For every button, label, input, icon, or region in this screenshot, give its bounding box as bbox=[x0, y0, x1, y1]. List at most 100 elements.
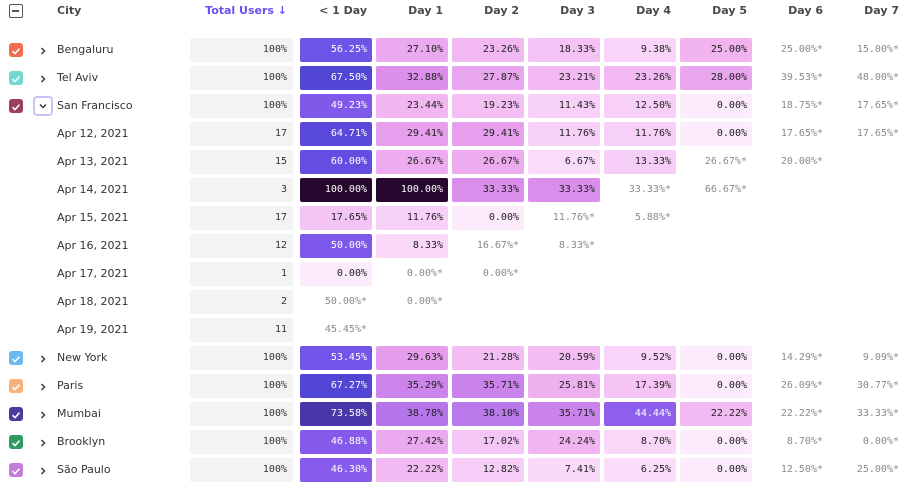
column-header[interactable]: Day 6 bbox=[788, 4, 823, 17]
row-checkbox[interactable] bbox=[9, 71, 23, 85]
retention-cell: 22.22% bbox=[376, 458, 448, 482]
retention-cell: 17.65%* bbox=[856, 128, 899, 139]
retention-cell: 17.39% bbox=[604, 374, 676, 398]
column-header[interactable]: < 1 Day bbox=[319, 4, 367, 17]
retention-cell: 33.33%* bbox=[628, 184, 671, 195]
select-all[interactable] bbox=[9, 4, 23, 18]
row-label: Apr 12, 2021 bbox=[57, 127, 129, 140]
column-header[interactable]: Day 2 bbox=[484, 4, 519, 17]
row-checkbox[interactable] bbox=[9, 351, 23, 365]
row-checkbox[interactable] bbox=[9, 43, 23, 57]
row-checkbox[interactable] bbox=[9, 463, 23, 477]
retention-cell: 38.10% bbox=[452, 402, 524, 426]
retention-cell: 0.00% bbox=[680, 458, 752, 482]
column-header[interactable]: Day 7 bbox=[864, 4, 899, 17]
retention-cell: 30.77%* bbox=[856, 380, 899, 391]
row-label: San Francisco bbox=[57, 99, 133, 112]
column-header[interactable]: Day 1 bbox=[408, 4, 443, 17]
retention-cell: 39.53%* bbox=[780, 72, 823, 83]
retention-cell: 0.00% bbox=[680, 430, 752, 454]
check-icon bbox=[11, 356, 21, 363]
retention-cell: 8.33%* bbox=[558, 240, 595, 251]
retention-cell: 25.00%* bbox=[856, 464, 899, 475]
expand-toggle[interactable] bbox=[36, 379, 50, 393]
retention-cell: 25.00%* bbox=[780, 44, 823, 55]
retention-cell: 22.22% bbox=[680, 402, 752, 426]
retention-cell: 73.58% bbox=[300, 402, 372, 426]
retention-cell: 46.30% bbox=[300, 458, 372, 482]
retention-cell: 12.50% bbox=[604, 94, 676, 118]
retention-cell: 26.67%* bbox=[704, 156, 747, 167]
total-users-cell: 2 bbox=[190, 290, 293, 314]
row-label: Paris bbox=[57, 379, 84, 392]
row-label: New York bbox=[57, 351, 108, 364]
row-label: Apr 14, 2021 bbox=[57, 183, 129, 196]
row-label: Apr 18, 2021 bbox=[57, 295, 129, 308]
expand-toggle[interactable] bbox=[36, 463, 50, 477]
retention-cell: 6.67% bbox=[528, 150, 600, 174]
retention-cell: 12.50%* bbox=[780, 464, 823, 475]
expand-toggle[interactable] bbox=[36, 43, 50, 57]
expand-toggle[interactable] bbox=[36, 351, 50, 365]
retention-cell: 0.00% bbox=[300, 262, 372, 286]
retention-cell: 100.00% bbox=[300, 178, 372, 202]
row-checkbox[interactable] bbox=[9, 99, 23, 113]
retention-cell: 25.81% bbox=[528, 374, 600, 398]
total-users-cell: 100% bbox=[190, 430, 293, 454]
column-header[interactable]: Day 5 bbox=[712, 4, 747, 17]
retention-cell: 16.67%* bbox=[476, 240, 519, 251]
row-checkbox[interactable] bbox=[9, 435, 23, 449]
retention-cell: 17.65% bbox=[300, 206, 372, 230]
retention-cell: 38.78% bbox=[376, 402, 448, 426]
row-label: Apr 13, 2021 bbox=[57, 155, 129, 168]
retention-cell: 0.00%* bbox=[406, 296, 443, 307]
retention-cell: 26.67% bbox=[452, 150, 524, 174]
total-users-cell: 100% bbox=[190, 346, 293, 370]
retention-cell: 5.88%* bbox=[634, 212, 671, 223]
retention-cell: 56.25% bbox=[300, 38, 372, 62]
retention-cell: 50.00% bbox=[300, 234, 372, 258]
row-checkbox[interactable] bbox=[9, 407, 23, 421]
retention-cell: 0.00% bbox=[680, 94, 752, 118]
column-header[interactable]: Day 4 bbox=[636, 4, 671, 17]
expand-toggle[interactable] bbox=[36, 407, 50, 421]
retention-cell: 35.71% bbox=[452, 374, 524, 398]
retention-cell: 11.76%* bbox=[552, 212, 595, 223]
row-checkbox[interactable] bbox=[9, 379, 23, 393]
check-icon bbox=[11, 412, 21, 419]
chevron-right bbox=[41, 439, 46, 447]
retention-cell: 67.27% bbox=[300, 374, 372, 398]
retention-cell: 17.65%* bbox=[780, 128, 823, 139]
expand-toggle[interactable] bbox=[36, 71, 50, 85]
retention-cell: 29.41% bbox=[376, 122, 448, 146]
retention-cell: 0.00% bbox=[680, 374, 752, 398]
expand-toggle[interactable] bbox=[36, 435, 50, 449]
chevron-right bbox=[41, 75, 46, 83]
chevron-down bbox=[39, 104, 47, 109]
row-label: Brooklyn bbox=[57, 435, 106, 448]
expand-toggle[interactable] bbox=[33, 96, 53, 116]
retention-cell: 100.00% bbox=[376, 178, 448, 202]
retention-cell: 11.76% bbox=[528, 122, 600, 146]
total-users-cell: 11 bbox=[190, 318, 293, 342]
retention-cell: 23.44% bbox=[376, 94, 448, 118]
check-icon bbox=[11, 440, 21, 447]
column-header[interactable]: Day 3 bbox=[560, 4, 595, 17]
row-label: Apr 19, 2021 bbox=[57, 323, 129, 336]
retention-cell: 15.00%* bbox=[856, 44, 899, 55]
retention-cell: 33.33% bbox=[528, 178, 600, 202]
chevron-right bbox=[41, 467, 46, 475]
retention-cell: 11.76% bbox=[604, 122, 676, 146]
row-label: Apr 15, 2021 bbox=[57, 211, 129, 224]
retention-cell: 0.00% bbox=[452, 206, 524, 230]
check-icon bbox=[11, 468, 21, 475]
retention-cell: 64.71% bbox=[300, 122, 372, 146]
retention-cell: 46.88% bbox=[300, 430, 372, 454]
retention-cell: 18.33% bbox=[528, 38, 600, 62]
total-users-cell: 17 bbox=[190, 206, 293, 230]
retention-cell: 13.33% bbox=[604, 150, 676, 174]
total-users-cell: 3 bbox=[190, 178, 293, 202]
column-header[interactable]: Total Users ↓ bbox=[205, 4, 287, 17]
row-label: São Paulo bbox=[57, 463, 111, 476]
retention-cell: 20.00%* bbox=[780, 156, 823, 167]
